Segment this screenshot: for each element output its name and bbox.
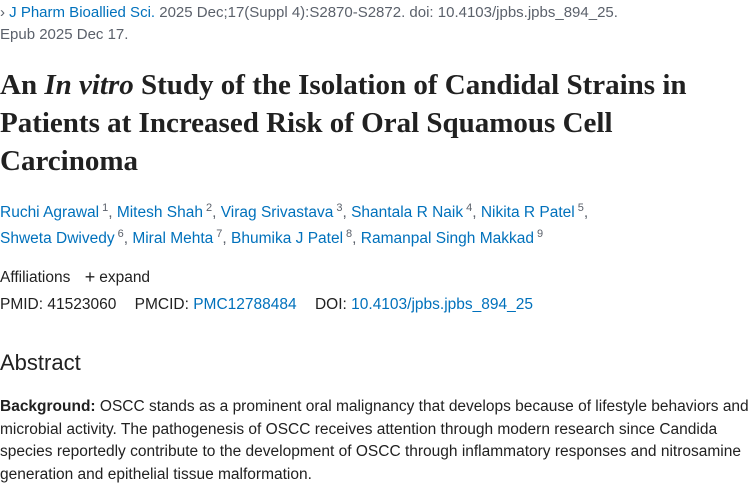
author-link[interactable]: Shweta Dwivedy 6 <box>0 228 124 248</box>
author-link[interactable]: Miral Mehta 7 <box>132 228 223 248</box>
title-text-end: Study of the Isolation of Candidal Strai… <box>0 69 687 177</box>
author-link[interactable]: Ruchi Agrawal 1 <box>0 202 109 222</box>
abstract-background: Background: OSCC stands as a prominent o… <box>0 396 750 486</box>
affiliation-number[interactable]: 1 <box>102 202 109 214</box>
expand-affiliations-button[interactable]: + expand <box>84 267 151 287</box>
title-italic-text: In vitro <box>44 69 134 101</box>
abstract-heading: Abstract <box>0 350 81 375</box>
pmid-value: 41523060 <box>47 296 117 313</box>
journal-link[interactable]: J Pharm Bioallied Sci. <box>9 4 156 21</box>
affiliation-number[interactable]: 7 <box>216 228 223 240</box>
title-text-start: An <box>0 69 45 101</box>
affiliation-number[interactable]: 3 <box>336 202 343 214</box>
affiliation-number[interactable]: 8 <box>346 228 353 240</box>
doi-link[interactable]: 10.4103/jpbs.jpbs_894_25 <box>351 296 533 313</box>
affiliations-row: Affiliations + expand <box>0 265 150 289</box>
author-link[interactable]: Bhumika J Patel 8 <box>231 228 353 248</box>
affiliation-number[interactable]: 9 <box>536 228 544 240</box>
affiliation-number[interactable]: 6 <box>117 228 124 240</box>
identifiers-row: PMID: 41523060 PMCID: PMC12788484 DOI: 1… <box>0 294 533 316</box>
author-link[interactable]: Mitesh Shah 2 <box>116 202 213 222</box>
author-link[interactable]: Shantala R Naik 4 <box>351 202 473 222</box>
pmid-label: PMID: <box>0 296 44 313</box>
doi-label: DOI: <box>314 296 347 313</box>
affiliations-label: Affiliations <box>0 269 71 286</box>
pmcid-link[interactable]: PMC12788484 <box>193 296 297 313</box>
author-link[interactable]: Virag Srivastava 3 <box>220 202 343 222</box>
plus-icon: + <box>84 267 96 287</box>
author-link[interactable]: Ramanpal Singh Makkad 9 <box>360 228 544 248</box>
background-label: Background: <box>0 398 96 415</box>
epub-date: Epub 2025 Dec 17. <box>0 26 129 43</box>
author-link[interactable]: Nikita R Patel 5 <box>480 202 584 222</box>
article-title: An In vitro Study of the Isolation of Ca… <box>0 66 750 180</box>
citation-line: › J Pharm Bioallied Sci. 2025 Dec;17(Sup… <box>0 2 618 24</box>
expand-label: expand <box>99 269 151 286</box>
affiliation-number[interactable]: 5 <box>577 202 584 214</box>
authors-list: Ruchi Agrawal 1, Mitesh Shah 2, Virag Sriv… <box>0 202 589 248</box>
chevron-right-icon: › <box>0 4 5 21</box>
background-text: OSCC stands as a prominent oral malignan… <box>0 398 749 483</box>
citation-details: 2025 Dec;17(Suppl 4):S2870-S2872. doi: 1… <box>155 4 618 21</box>
affiliation-number[interactable]: 2 <box>206 202 213 214</box>
pmcid-label: PMCID: <box>134 296 189 313</box>
affiliation-number[interactable]: 4 <box>466 202 473 214</box>
citation-block: › J Pharm Bioallied Sci. 2025 Dec;17(Sup… <box>0 2 618 46</box>
